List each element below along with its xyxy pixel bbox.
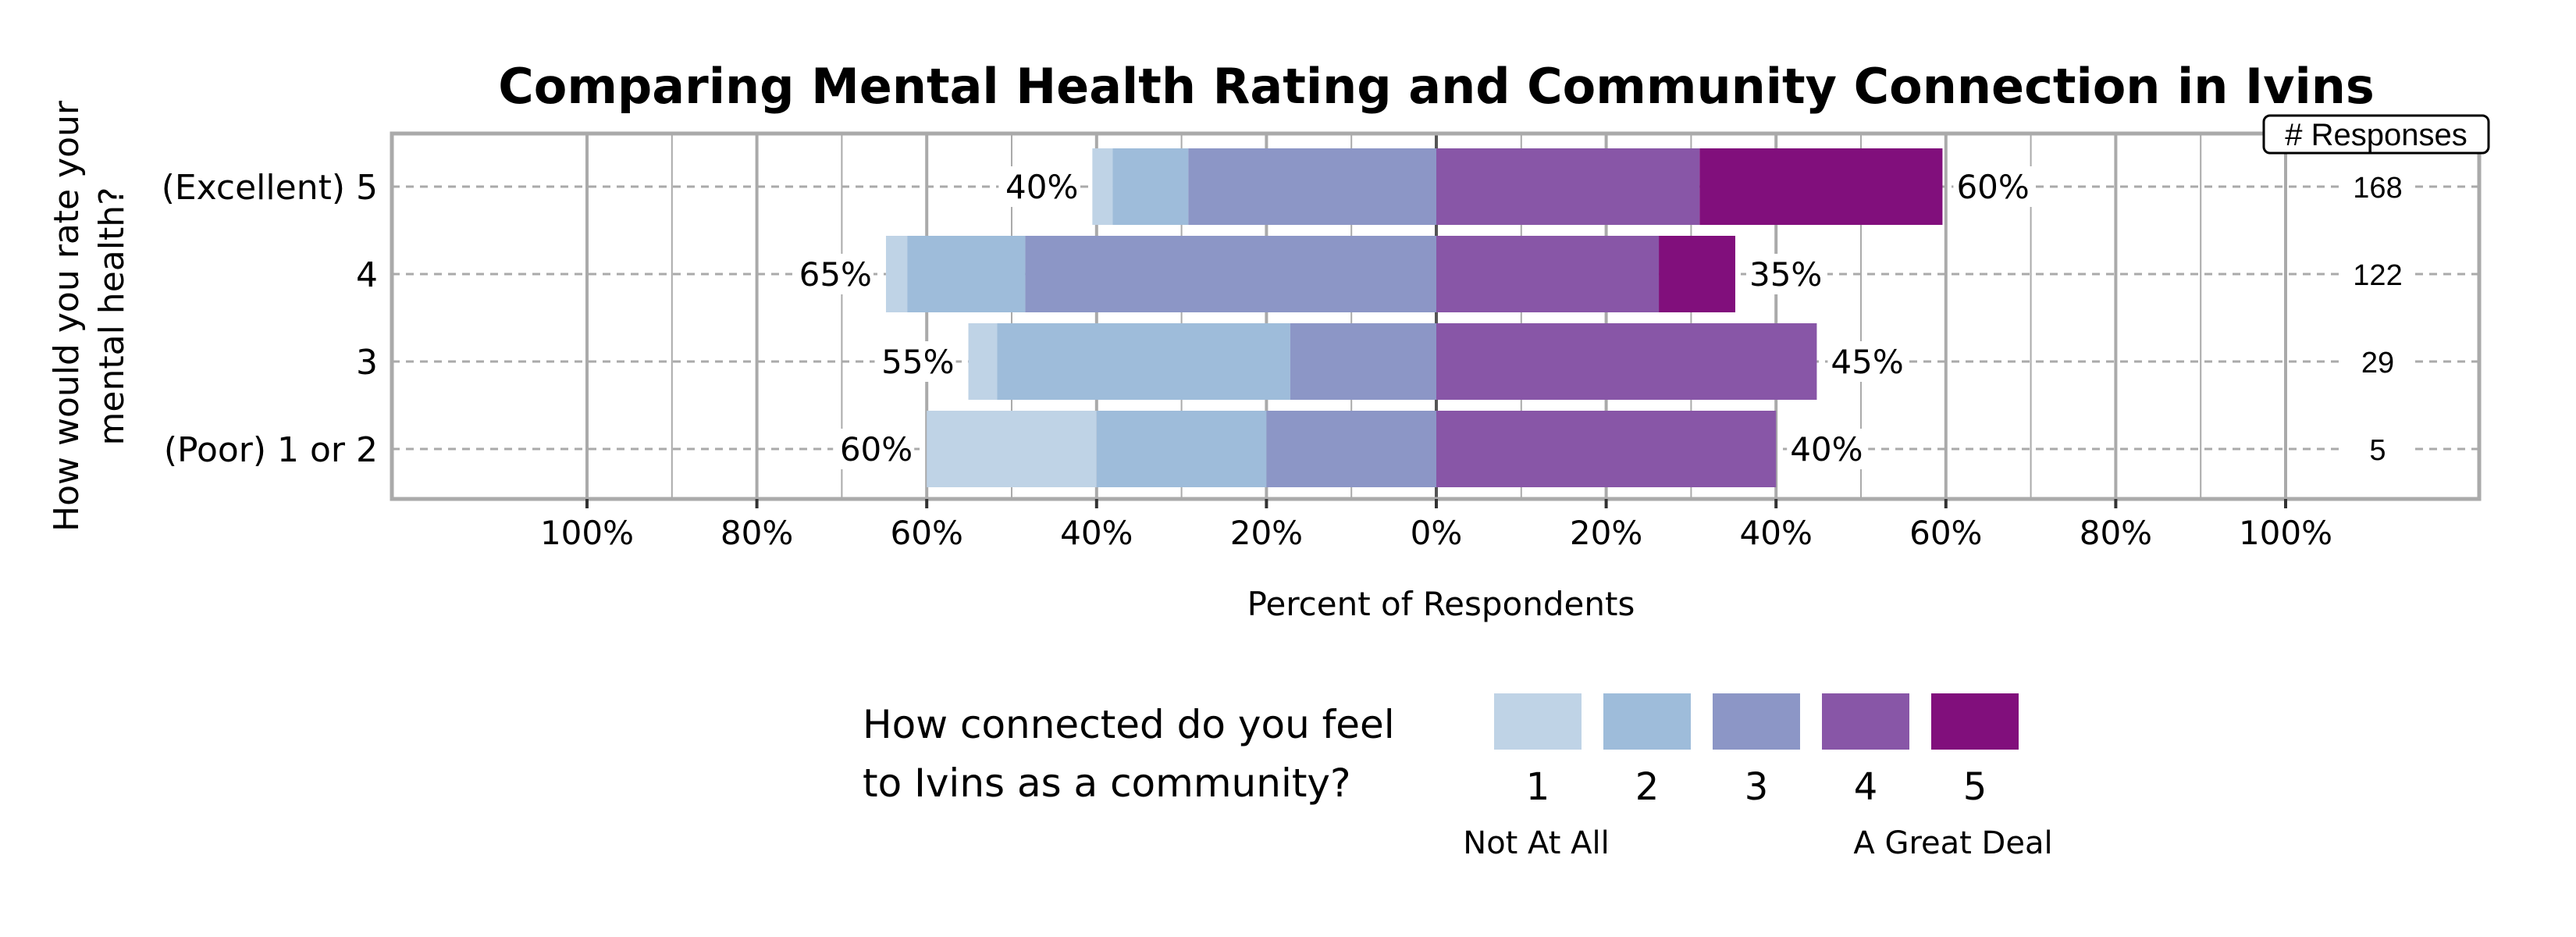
bars (885, 148, 1943, 487)
bar-segment-1 (927, 411, 1097, 487)
left-percent-label: 60% (840, 430, 913, 468)
bar-segment-3 (1266, 411, 1436, 487)
legend: How connected do you feel to Ivins as a … (863, 693, 2053, 861)
bar-segment-4 (1436, 323, 1817, 400)
response-count: 122 (2353, 259, 2402, 292)
x-axis-ticks: 100% 80% 60% 40% 20% 0% 20% 40% 60% 80% 100% (540, 499, 2332, 552)
x-tick-label: 40% (1740, 514, 1813, 552)
legend-label: 5 (1963, 765, 1987, 809)
legend-label: 4 (1854, 765, 1878, 809)
label-bg (1953, 166, 2035, 207)
right-percent-label: 35% (1749, 255, 1822, 294)
label-bg (874, 341, 956, 382)
x-tick-label: 100% (2239, 514, 2332, 552)
label-bg (2342, 255, 2414, 293)
responses-header-text: # Responses (2285, 118, 2467, 152)
right-percent-label: 60% (1956, 168, 2029, 206)
x-tick-label: 20% (1570, 514, 1642, 552)
legend-swatch-4 (1822, 693, 1909, 750)
bar-segment-1 (885, 236, 908, 312)
legend-swatch-2 (1603, 693, 1691, 750)
label-bg (1745, 254, 1827, 294)
bar-segment-2 (907, 236, 1026, 312)
bar-segment-4 (1436, 236, 1660, 312)
legend-title-line1: How connected do you feel (863, 702, 1395, 747)
x-tick-label: 60% (891, 514, 963, 552)
legend-high-label: A Great Deal (1853, 825, 2052, 861)
label-bg (998, 166, 1080, 207)
bar-segment-1 (968, 323, 998, 400)
y-axis-title-line2: mental health? (92, 187, 132, 446)
bar-segment-4 (1436, 148, 1700, 225)
responses-header: # Responses (2262, 114, 2490, 155)
category-label: (Excellent) 5 (162, 168, 378, 208)
bar-segment-5 (1699, 148, 1943, 225)
label-bg (1787, 429, 1869, 469)
response-count: 5 (2369, 434, 2386, 467)
bar-segment-5 (1659, 236, 1735, 312)
label-bg (2342, 168, 2414, 205)
x-tick-label: 100% (540, 514, 634, 552)
legend-label: 1 (1526, 765, 1550, 809)
y-axis-title-line1: How would you rate your (47, 100, 87, 532)
left-percent-label: 40% (1005, 168, 1078, 206)
x-tick-label: 60% (1909, 514, 1982, 552)
legend-label: 2 (1635, 765, 1660, 809)
right-percent-label: 40% (1790, 430, 1863, 468)
bar-segment-3 (1025, 236, 1436, 312)
label-bg (833, 429, 915, 469)
left-percent-label: 55% (881, 343, 954, 381)
x-axis-title: Percent of Respondents (1247, 585, 1635, 623)
category-label: (Poor) 1 or 2 (164, 430, 378, 470)
chart-title: Comparing Mental Health Rating and Commu… (498, 58, 2375, 115)
bar-segment-3 (1290, 323, 1436, 400)
bar-segment-1 (1092, 148, 1113, 225)
x-tick-label: 80% (2080, 514, 2152, 552)
x-tick-label: 40% (1060, 514, 1133, 552)
x-tick-label: 0% (1411, 514, 1463, 552)
legend-swatch-5 (1931, 693, 2019, 750)
bar-segment-2 (1112, 148, 1189, 225)
legend-swatch-1 (1494, 693, 1582, 750)
x-tick-label: 20% (1230, 514, 1303, 552)
legend-low-label: Not At All (1463, 825, 1609, 861)
legend-label: 3 (1745, 765, 1769, 809)
x-tick-label: 80% (720, 514, 793, 552)
legend-title-line2: to Ivins as a community? (863, 761, 1351, 806)
label-bg (2342, 343, 2414, 380)
label-bg (792, 254, 873, 294)
bar-segment-2 (1096, 411, 1267, 487)
bar-segment-2 (997, 323, 1290, 400)
response-count: 168 (2353, 172, 2402, 205)
data-labels: 40% 60% 168 (Excellent) 5 65% 35% 122 4 55% 45% 29… (162, 166, 2414, 470)
right-percent-label: 45% (1831, 343, 1903, 381)
response-count: 29 (2361, 347, 2394, 379)
category-label: 3 (356, 343, 378, 383)
legend-swatch-3 (1713, 693, 1800, 750)
bar-segment-3 (1188, 148, 1436, 225)
category-label: 4 (356, 255, 378, 295)
y-axis-title: How would you rate your mental health? (47, 100, 132, 532)
bar-segment-4 (1436, 411, 1777, 487)
label-bg (2342, 430, 2414, 468)
label-bg (1827, 341, 1909, 382)
left-percent-label: 65% (799, 255, 872, 294)
